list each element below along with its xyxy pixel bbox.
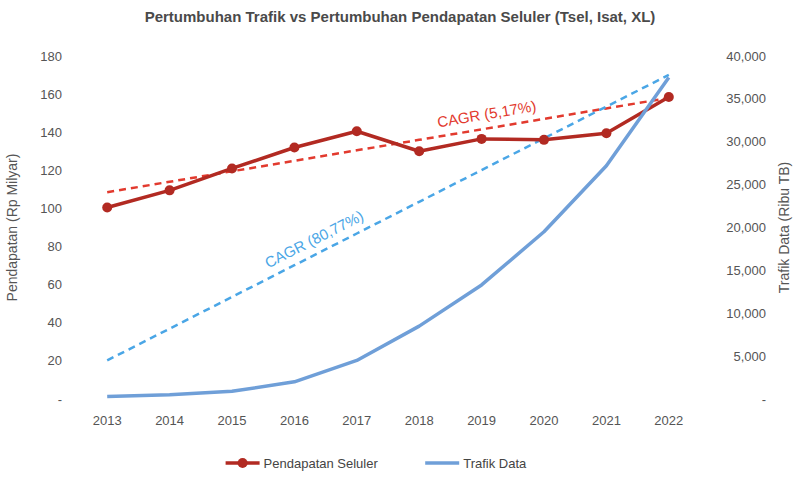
series-marker [477, 134, 487, 144]
y2-axis-title: Trafik Data (Ribu TB) [776, 162, 792, 293]
x-tick-label: 2021 [592, 413, 621, 428]
y2-tick-label: 30,000 [726, 134, 766, 149]
annotation: CAGR (80,77%) [262, 207, 366, 271]
y-tick-label: 140 [40, 125, 62, 140]
y-tick-label: 80 [48, 239, 62, 254]
y-tick-label: 120 [40, 163, 62, 178]
series-marker [102, 202, 112, 212]
legend: Pendapatan Seluler Trafik Data [226, 456, 527, 471]
plot-area [102, 75, 674, 397]
y-tick-label: 180 [40, 49, 62, 64]
y2-tick-label: 10,000 [726, 306, 766, 321]
legend-label: Trafik Data [463, 456, 527, 471]
series-marker [664, 92, 674, 102]
x-tick-label: 2020 [530, 413, 559, 428]
y2-tick-label: 15,000 [726, 263, 766, 278]
trend-line [107, 75, 669, 361]
x-tick-label: 2014 [155, 413, 184, 428]
y2-tick-label: 5,000 [733, 349, 766, 364]
x-tick-label: 2022 [654, 413, 683, 428]
series-marker [601, 128, 611, 138]
y-tick-label: 100 [40, 201, 62, 216]
annotation: CAGR (5,17%) [436, 97, 537, 130]
legend-marker [238, 458, 248, 468]
series-marker [352, 126, 362, 136]
x-tick-label: 2019 [467, 413, 496, 428]
series-line [107, 77, 669, 396]
y-tick-label: - [58, 392, 62, 407]
legend-swatch [425, 461, 459, 465]
x-tick-label: 2013 [93, 413, 122, 428]
x-tick-label: 2015 [218, 413, 247, 428]
x-tick-label: 2018 [405, 413, 434, 428]
y2-tick-label: - [762, 392, 766, 407]
annotations: CAGR (5,17%) CAGR (80,77%) [262, 97, 538, 271]
title: Pertumbuhan Trafik vs Pertumbuhan Pendap… [145, 8, 656, 25]
series-marker [165, 185, 175, 195]
y2-tick-label: 20,000 [726, 220, 766, 235]
y2-tick-label: 35,000 [726, 91, 766, 106]
y-axis-title: Pendapatan (Rp Milyar) [4, 154, 20, 302]
series-marker [414, 146, 424, 156]
chart: Pertumbuhan Trafik vs Pertumbuhan Pendap… [0, 0, 800, 486]
y-tick-label: 40 [48, 315, 62, 330]
y2-tick-label: 40,000 [726, 49, 766, 64]
y2-tick-label: 25,000 [726, 177, 766, 192]
y-tick-label: 60 [48, 277, 62, 292]
y-tick-label: 160 [40, 87, 62, 102]
series-marker [539, 135, 549, 145]
x-tick-label: 2016 [280, 413, 309, 428]
trend-line [107, 98, 669, 192]
series-marker [227, 163, 237, 173]
y-tick-label: 20 [48, 353, 62, 368]
x-tick-label: 2017 [342, 413, 371, 428]
legend-label: Pendapatan Seluler [264, 456, 379, 471]
series-marker [289, 142, 299, 152]
